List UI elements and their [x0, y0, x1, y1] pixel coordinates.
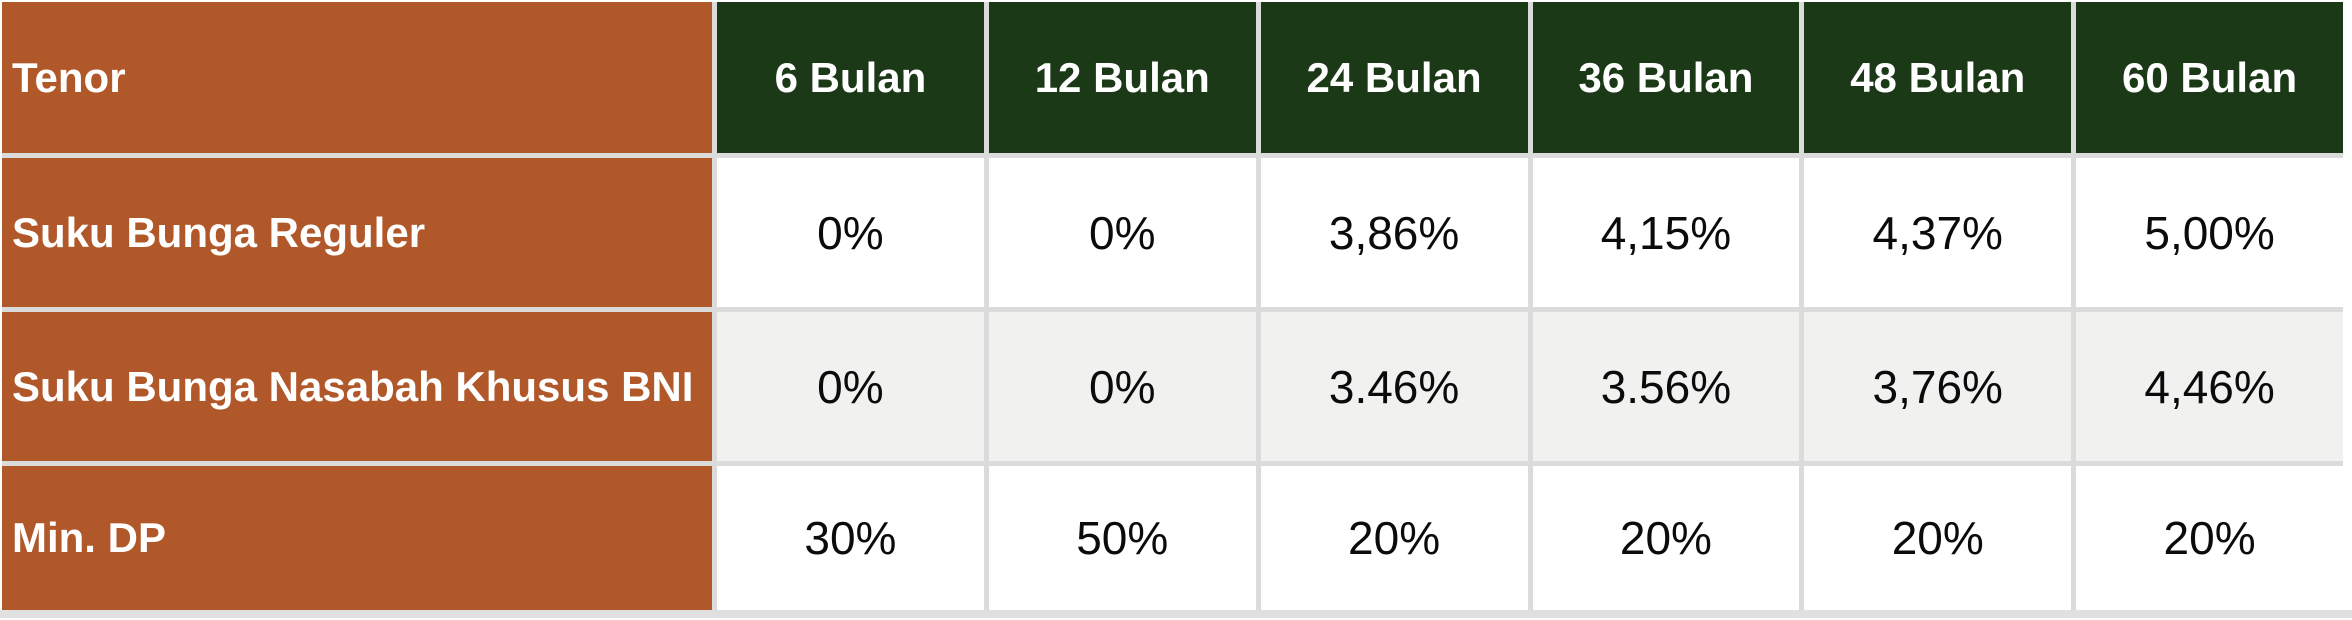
value-cell: 50% [988, 466, 1256, 610]
value-cell: 30% [717, 466, 984, 610]
value-cell: 20% [1260, 466, 1528, 610]
value-cell: 5,00% [2076, 158, 2343, 307]
tenor-rates-table: Tenor 6 Bulan 12 Bulan 24 Bulan 36 Bulan… [2, 2, 2343, 610]
column-header-48-bulan: 48 Bulan [1804, 2, 2072, 153]
value-cell: 4,46% [2076, 312, 2343, 461]
value-cell: 3,76% [1804, 312, 2072, 461]
value-cell: 4,37% [1804, 158, 2072, 307]
column-header-36-bulan: 36 Bulan [1532, 2, 1800, 153]
value-cell: 0% [717, 158, 984, 307]
column-header-24-bulan: 24 Bulan [1260, 2, 1528, 153]
value-cell: 20% [2076, 466, 2343, 610]
value-cell: 0% [988, 158, 1256, 307]
tenor-header-cell: Tenor [2, 2, 712, 153]
column-header-60-bulan: 60 Bulan [2076, 2, 2343, 153]
column-header-12-bulan: 12 Bulan [988, 2, 1256, 153]
value-cell: 20% [1532, 466, 1800, 610]
row-label-suku-bunga-reguler: Suku Bunga Reguler [2, 158, 712, 307]
row-label-min-dp: Min. DP [2, 466, 712, 610]
value-cell: 20% [1804, 466, 2072, 610]
table-bottom-edge [0, 610, 2352, 618]
column-header-6-bulan: 6 Bulan [717, 2, 984, 153]
value-cell: 4,15% [1532, 158, 1800, 307]
value-cell: 3,86% [1260, 158, 1528, 307]
value-cell: 0% [717, 312, 984, 461]
value-cell: 0% [988, 312, 1256, 461]
value-cell: 3.56% [1532, 312, 1800, 461]
value-cell: 3.46% [1260, 312, 1528, 461]
row-label-suku-bunga-nasabah-khusus-bni: Suku Bunga Nasabah Khusus BNI [2, 312, 712, 461]
